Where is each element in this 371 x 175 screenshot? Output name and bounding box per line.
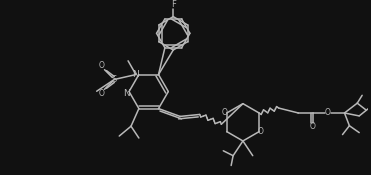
Text: O: O <box>99 89 105 98</box>
Text: N: N <box>132 70 139 79</box>
Text: O: O <box>222 108 228 117</box>
Text: O: O <box>258 127 264 136</box>
Text: S: S <box>112 75 117 84</box>
Text: O: O <box>325 108 331 117</box>
Text: N: N <box>123 89 129 98</box>
Text: O: O <box>99 61 105 70</box>
Text: F: F <box>171 0 175 9</box>
Text: O: O <box>309 122 315 131</box>
